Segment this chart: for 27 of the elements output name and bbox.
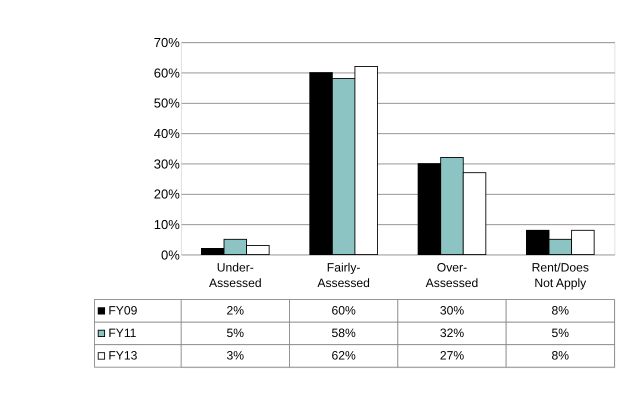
data-label: 62% bbox=[331, 348, 356, 362]
y-tick-label: 0% bbox=[161, 247, 180, 262]
y-tick-label: 60% bbox=[154, 65, 180, 80]
data-label: 58% bbox=[331, 326, 356, 340]
data-label: 8% bbox=[552, 303, 570, 318]
data-label: 2% bbox=[226, 303, 244, 318]
y-tick-label: 70% bbox=[154, 34, 180, 50]
legend-label: FY13 bbox=[108, 348, 138, 362]
y-tick-label: 10% bbox=[154, 216, 180, 232]
data-label: 3% bbox=[226, 348, 244, 362]
data-label: 32% bbox=[440, 326, 464, 340]
data-label: 8% bbox=[552, 348, 570, 362]
y-tick-label: 20% bbox=[154, 186, 180, 202]
y-tick-label: 50% bbox=[154, 96, 180, 111]
data-label: 30% bbox=[440, 303, 464, 318]
x-tick-label: Under-Assessed bbox=[209, 260, 262, 290]
legend-label: FY11 bbox=[108, 326, 137, 340]
data-label: 5% bbox=[226, 326, 244, 340]
data-label: 27% bbox=[440, 348, 464, 362]
x-tick-label: Over-Assessed bbox=[426, 260, 478, 290]
x-tick-label: Fairly-Assessed bbox=[317, 260, 370, 290]
y-tick-label: 40% bbox=[154, 126, 180, 141]
x-tick-label: Rent/Does Not Apply bbox=[532, 260, 589, 290]
y-tick-label: 30% bbox=[154, 156, 180, 172]
legend-label: FY09 bbox=[108, 303, 138, 318]
data-label: 5% bbox=[552, 326, 570, 340]
data-label: 60% bbox=[331, 303, 356, 318]
